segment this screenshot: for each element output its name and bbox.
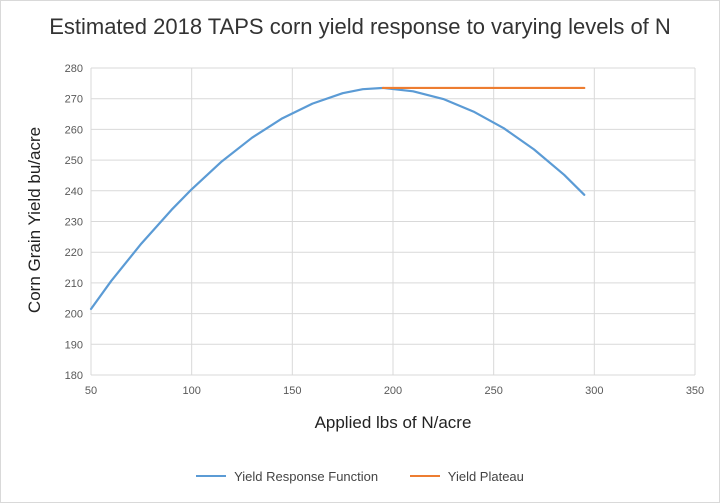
x-tick-label: 150	[283, 385, 301, 397]
y-tick-label: 180	[65, 370, 83, 382]
x-tick-label: 50	[85, 385, 97, 397]
chart-title: Estimated 2018 TAPS corn yield response …	[49, 14, 671, 39]
y-tick-label: 230	[65, 217, 83, 229]
legend-item-yield-response: Yield Response Function	[196, 469, 378, 484]
y-tick-label: 190	[65, 339, 83, 351]
x-axis-label: Applied lbs of N/acre	[314, 413, 472, 432]
legend-label-yield-plateau: Yield Plateau	[447, 468, 524, 484]
y-tick-label: 280	[65, 63, 83, 75]
series-line-yield-response	[89, 86, 586, 311]
y-tick-label: 240	[65, 186, 83, 198]
x-tick-label: 100	[182, 385, 200, 397]
legend: Yield Response Function Yield Plateau	[0, 465, 720, 484]
y-tick-label: 250	[65, 155, 83, 167]
y-tick-label: 220	[65, 247, 83, 259]
legend-item-yield-plateau: Yield Plateau	[409, 468, 524, 484]
y-tick-label: 260	[65, 124, 83, 136]
x-tick-label: 350	[686, 385, 704, 397]
legend-label-yield-response: Yield Response Function	[234, 468, 379, 484]
x-tick-label: 200	[384, 385, 402, 397]
x-tick-label: 300	[585, 385, 603, 397]
legend-swatch-yield-response	[196, 475, 227, 477]
y-tick-label: 210	[65, 278, 83, 290]
legend-swatch-yield-plateau	[409, 475, 440, 477]
x-tick-label: 250	[484, 385, 502, 397]
y-tick-label: 270	[65, 94, 83, 106]
y-tick-label: 200	[65, 309, 83, 321]
